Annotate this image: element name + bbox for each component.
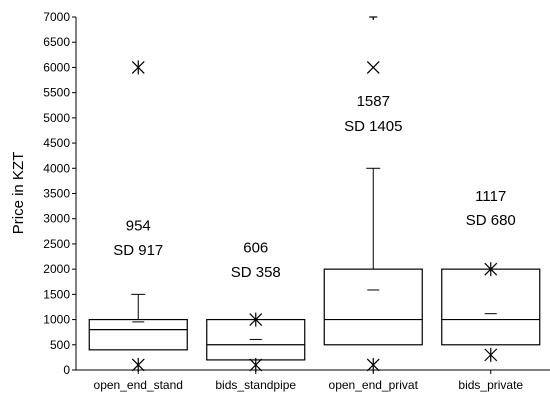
y-tick-label: 4000 <box>43 161 70 175</box>
mean-annotation: 1117 <box>475 188 506 205</box>
y-tick-label: 5500 <box>43 86 70 100</box>
marker-asterisk <box>484 347 498 362</box>
axes: 0 500 1000 1500 2000 2500 3000 3500 4000 4500 5000… <box>43 10 550 392</box>
y-tick-label: 4500 <box>43 136 70 150</box>
mean-annotation: 954 <box>126 217 151 234</box>
marker-asterisk <box>366 357 380 372</box>
x-tick-label: open_end_stand <box>94 378 183 392</box>
marker-asterisk <box>249 312 263 327</box>
sd-annotation: SD 680 <box>466 212 516 229</box>
y-tick-label: 2500 <box>43 237 70 251</box>
x-tick-label: bids_private <box>458 378 523 392</box>
y-tick-label: 500 <box>50 338 70 352</box>
x-tick-label: open_end_privat <box>329 378 419 392</box>
box-open_end_privat: 1587 SD 1405 <box>323 16 423 372</box>
box-rect <box>88 318 188 351</box>
marker-asterisk <box>131 60 145 75</box>
y-tick-label: 1000 <box>43 313 70 327</box>
y-axis-title: Price in KZT <box>10 152 27 235</box>
mean-annotation: 606 <box>243 239 268 256</box>
y-tick-label: 6500 <box>43 35 70 49</box>
box-rect <box>441 268 541 346</box>
sd-annotation: SD 1405 <box>344 118 402 135</box>
y-tick-label: 2000 <box>43 262 70 276</box>
box-open_end_stand: 954 SD 917 <box>88 60 188 372</box>
sd-annotation: SD 917 <box>113 242 163 259</box>
box-bids_standpipe: 606 SD 358 <box>206 239 306 372</box>
boxes-group: 954 SD 917 606 SD 358 1587 SD 1405 1117 SD 680 <box>88 16 541 372</box>
marker-x <box>366 61 380 74</box>
y-tick-label: 1500 <box>43 287 70 301</box>
y-tick-label: 7000 <box>43 10 70 24</box>
x-tick-label: bids_standpipe <box>215 378 296 392</box>
y-tick-label: 3500 <box>43 187 70 201</box>
marker-asterisk <box>249 357 263 372</box>
sd-annotation: SD 358 <box>231 264 281 281</box>
y-tick-label: 5000 <box>43 111 70 125</box>
y-tick-label: 3000 <box>43 212 70 226</box>
marker-dash <box>369 16 378 20</box>
mean-annotation: 1587 <box>357 93 390 110</box>
box-bids_private: 1117 SD 680 <box>441 188 541 362</box>
y-tick-label: 0 <box>63 363 70 377</box>
marker-asterisk <box>131 357 145 372</box>
y-tick-label: 6000 <box>43 60 70 74</box>
box-rect <box>323 268 423 346</box>
marker-asterisk <box>484 262 498 277</box>
